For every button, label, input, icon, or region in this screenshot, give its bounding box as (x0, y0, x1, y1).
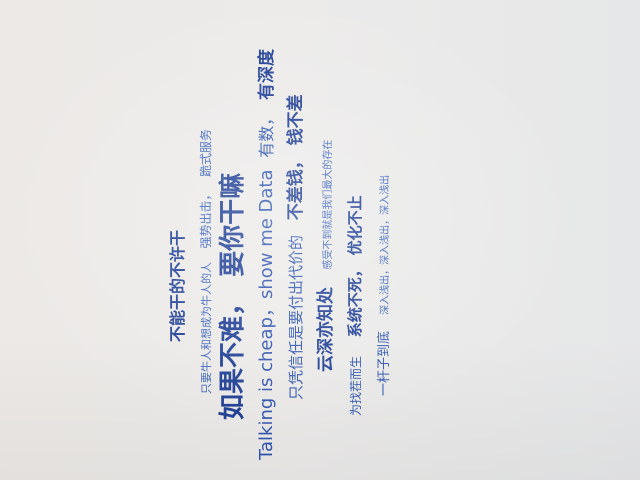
slogan-text: 系统不死， (346, 262, 364, 338)
slogan-text: 只凭信任是要付出代价的 (287, 234, 305, 400)
slogan-line-3: 如果不难， 要你干嘛 (218, 172, 248, 420)
slogan-line-5: 只凭信任是要付出代价的 不差钱， 钱不差 (286, 94, 306, 400)
slogan-text: 深入浅出，深入浅出，深入浅出 (380, 174, 391, 315)
slogan-text: 强势出击， (199, 188, 213, 249)
slogan-text: 有深度 (257, 49, 277, 100)
slogan-wall-text: 不能干的不许干 只要牛人和想成为牛人的人 强势出击， 跪式服务 如果不难， 要你… (168, 20, 400, 460)
slogan-text: 只要牛人和想成为牛人的人 (200, 262, 213, 394)
slogan-line-4: Talking is cheap，show me Data 有数， 有深度 (256, 49, 277, 460)
slogan-text: 优化不止 (346, 195, 364, 256)
slogan-text: 一杆子到底 (377, 330, 392, 396)
slogan-line-6: 云深亦知处 感受不到就是我们最大的存在 (316, 139, 336, 372)
slogan-text: 不能干的不许干 (168, 229, 187, 342)
slogan-line-1: 不能干的不许干 (168, 229, 187, 342)
slogan-text: 要你干嘛 (218, 172, 248, 277)
slogan-text: 钱不差 (286, 94, 306, 146)
slogan-text: 有数， (257, 109, 276, 158)
slogan-text: 跪式服务 (199, 128, 213, 177)
slogan-line-7: 为找茬而生 系统不死， 优化不止 (346, 195, 364, 416)
slogan-text: 如果不难， (218, 289, 248, 420)
slogan-text: Talking is cheap，show me Data (256, 169, 277, 460)
slogan-line-2: 只要牛人和想成为牛人的人 强势出击， 跪式服务 (199, 128, 213, 394)
slogan-text: 云深亦知处 (316, 287, 336, 372)
slogan-text: 为找茬而生 (349, 355, 363, 416)
slogan-text: 不差钱， (286, 152, 306, 221)
slogan-text: 感受不到就是我们最大的存在 (323, 139, 334, 270)
slogan-line-8: 一杆子到底 深入浅出，深入浅出，深入浅出 (377, 174, 392, 396)
